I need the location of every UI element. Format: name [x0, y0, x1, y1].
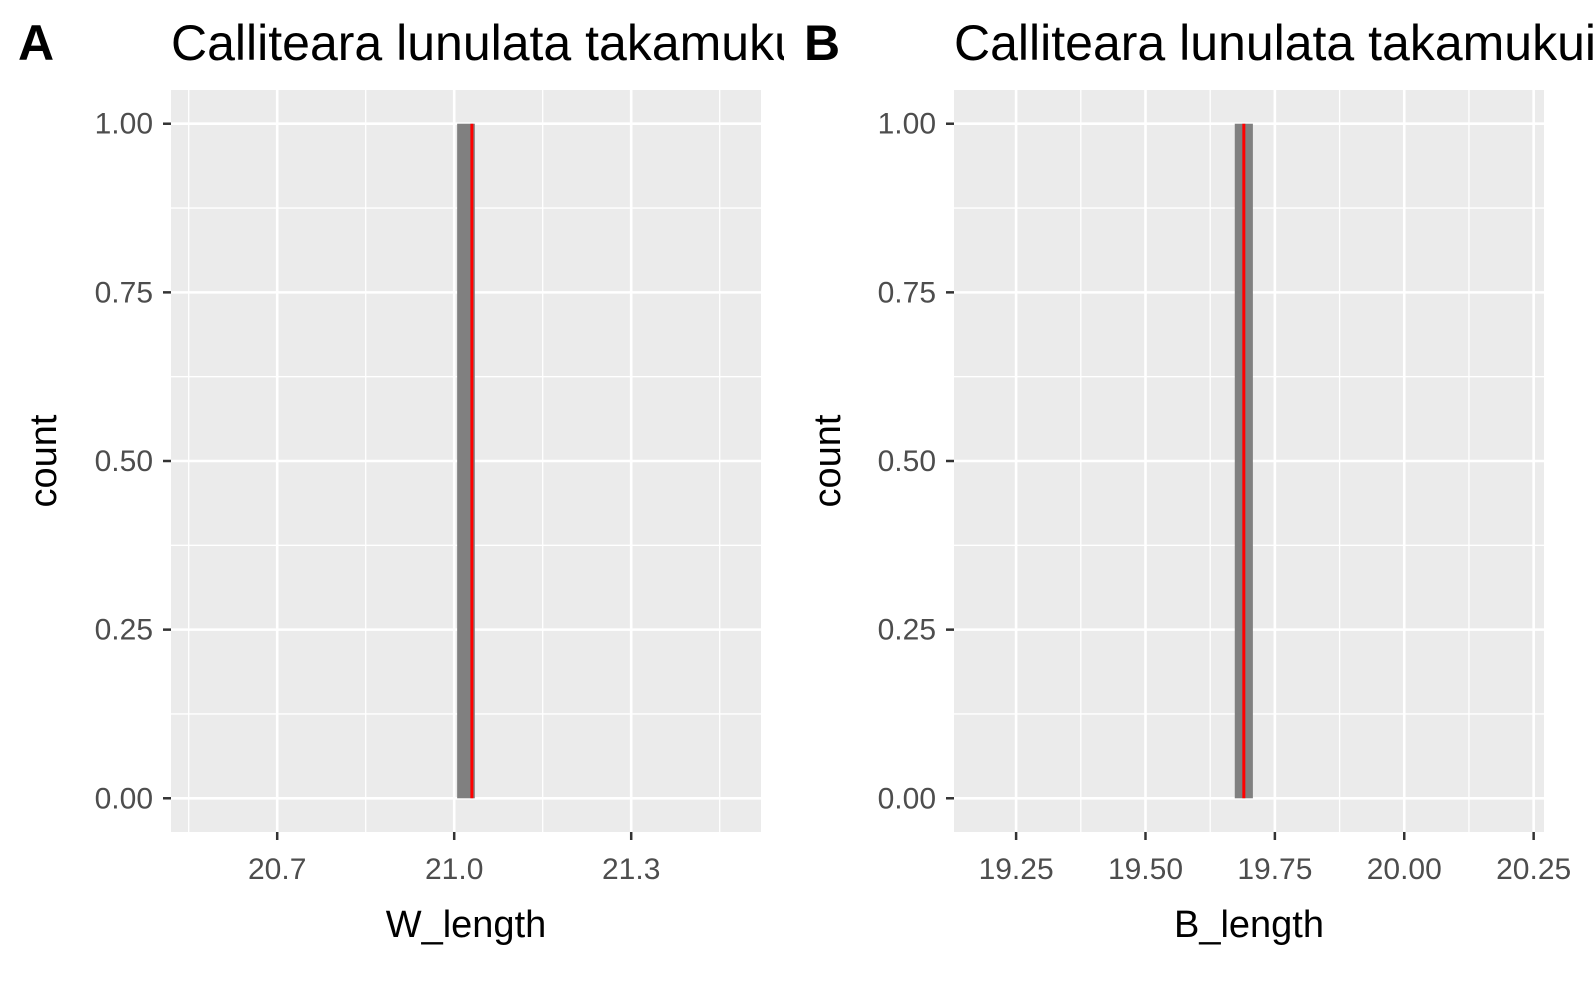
y-tick-label: 0.50: [95, 445, 153, 478]
x-axis-title: W_length: [386, 904, 547, 946]
histogram-plot-b: 0.00 0.25 0.50 0.75 1.00 19.25 19.50 19.75 20.00…: [807, 90, 1571, 946]
y-axis-title: count: [23, 414, 65, 507]
y-tick-label: 0.00: [878, 782, 936, 815]
y-tick-label: 1.00: [878, 108, 936, 141]
chart-title: Calliteara lunulata takamukui: [171, 15, 784, 71]
y-tick-label: 0.50: [878, 445, 936, 478]
histogram-panel-b: B Calliteara lunulata takamukui 0.00 0.25…: [784, 0, 1593, 984]
y-tick-label: 0.00: [95, 782, 153, 815]
x-tick-label: 19.50: [1108, 853, 1183, 886]
panel-label: B: [804, 15, 841, 71]
x-tick-label: 21.0: [425, 853, 483, 886]
x-axis-title: B_length: [1174, 904, 1324, 946]
x-tick-label: 20.00: [1367, 853, 1442, 886]
x-tick-label: 20.7: [248, 853, 306, 886]
y-axis-title: count: [807, 414, 849, 507]
chart-title: Calliteara lunulata takamukui: [954, 15, 1593, 71]
x-tick-label: 19.75: [1237, 853, 1312, 886]
panel-label: A: [18, 15, 55, 71]
y-tick-label: 0.25: [878, 614, 936, 647]
y-tick-label: 0.75: [95, 276, 153, 309]
histogram-panel-a: A Calliteara lunulata takamukui 0.00 0.25…: [0, 0, 784, 984]
x-tick-label: 21.3: [602, 853, 660, 886]
y-tick-label: 1.00: [95, 108, 153, 141]
y-tick-label: 0.75: [878, 276, 936, 309]
x-tick-label: 20.25: [1496, 853, 1571, 886]
x-tick-label: 19.25: [979, 853, 1054, 886]
histogram-plot-a: 0.00 0.25 0.50 0.75 1.00 20.7 21.0 21.3 W_length…: [23, 90, 761, 946]
y-tick-label: 0.25: [95, 614, 153, 647]
